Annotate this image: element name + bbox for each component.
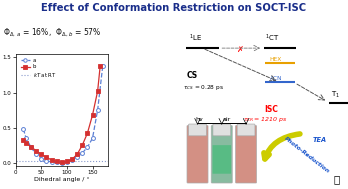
Text: $^1$LE: $^1$LE <box>189 33 203 44</box>
Text: $^1$CT: $^1$CT <box>266 33 280 44</box>
Text: 💡: 💡 <box>333 174 340 184</box>
Text: Effect of Conformation Restriction on SOCT-ISC: Effect of Conformation Restriction on SO… <box>41 3 307 13</box>
Text: HEX: HEX <box>269 57 282 62</box>
Y-axis label: Energy / eV: Energy / eV <box>0 92 1 128</box>
FancyBboxPatch shape <box>213 124 231 136</box>
FancyBboxPatch shape <box>211 125 232 183</box>
Text: $\tau_{CR}$= 1210 ps: $\tau_{CR}$= 1210 ps <box>243 115 287 124</box>
Text: hv: hv <box>195 117 203 122</box>
Text: $\Phi_{\Delta,\, a}$ = 16%,  $\Phi_{\Delta,\, b}$ = 57%: $\Phi_{\Delta,\, a}$ = 16%, $\Phi_{\Delt… <box>3 26 102 39</box>
Legend: a, b, $kT$ at RT: a, b, $kT$ at RT <box>20 58 57 79</box>
Text: Photo-Reduction: Photo-Reduction <box>283 136 331 174</box>
FancyBboxPatch shape <box>213 145 231 174</box>
FancyBboxPatch shape <box>237 124 255 136</box>
Text: ACN: ACN <box>269 76 282 81</box>
Text: air: air <box>222 117 231 122</box>
FancyBboxPatch shape <box>189 124 206 136</box>
Text: CS: CS <box>186 71 197 80</box>
Text: ✗: ✗ <box>236 45 243 54</box>
Text: ISC: ISC <box>264 105 278 114</box>
X-axis label: Dihedral angle / °: Dihedral angle / ° <box>34 177 89 182</box>
FancyBboxPatch shape <box>236 125 256 183</box>
Text: T$_1$: T$_1$ <box>331 90 340 100</box>
FancyBboxPatch shape <box>187 125 208 183</box>
Text: $\tau_{CS}$ = 0.28 ps: $\tau_{CS}$ = 0.28 ps <box>183 83 224 92</box>
Text: TEA: TEA <box>313 137 326 143</box>
